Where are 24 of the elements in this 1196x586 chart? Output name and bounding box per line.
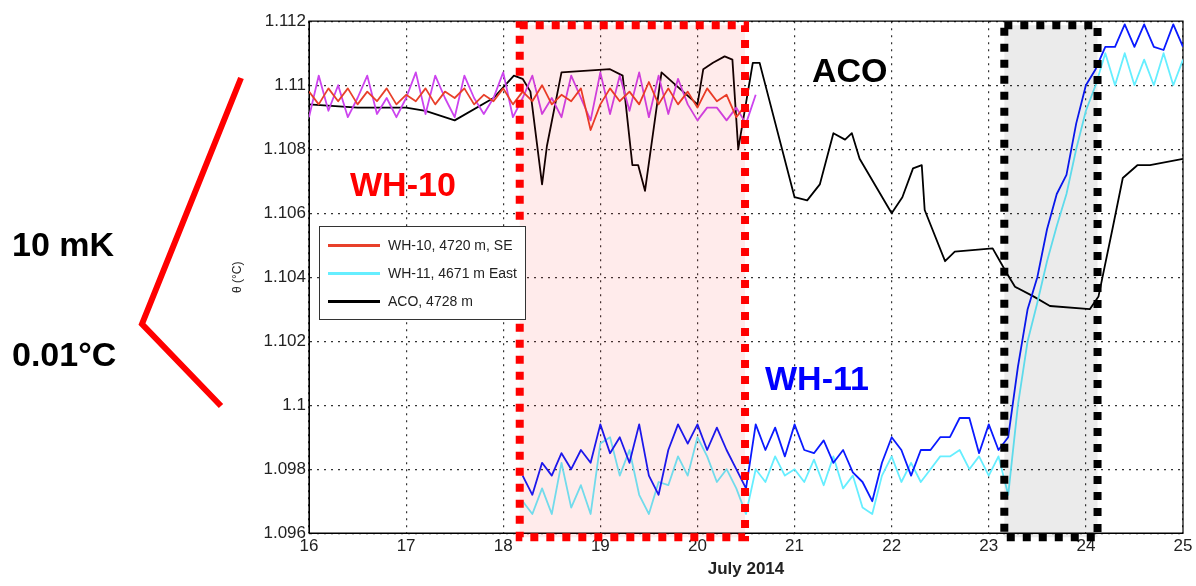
x-tick-label: 22 <box>882 536 902 556</box>
text: 10 mK <box>12 225 115 264</box>
annotation: ACO <box>812 51 888 90</box>
annotation: WH-10 <box>350 165 456 204</box>
y-tick-label: 1.11 <box>274 74 306 94</box>
y-tick-label: 1.106 <box>263 202 306 222</box>
x-tick-label: 25 <box>1173 536 1193 556</box>
x-tick-label: 17 <box>396 536 416 556</box>
x-tick-label: 23 <box>979 536 999 556</box>
y-tick-label: 1.112 <box>264 10 306 30</box>
legend-label: WH-11, 4671 m East <box>388 265 517 281</box>
y-tick-label: 1.1 <box>282 394 306 414</box>
y-tick-label: 1.108 <box>263 138 306 158</box>
x-tick-label: 21 <box>785 536 805 556</box>
legend-label: ACO, 4728 m <box>388 293 473 309</box>
y-axis-title: θ (°C) <box>229 261 244 293</box>
y-tick-label: 1.102 <box>263 330 306 350</box>
annotation: WH-11 <box>765 359 869 398</box>
x-tick-label: 18 <box>493 536 513 556</box>
text: 0.01°C <box>12 335 117 374</box>
y-tick-label: 1.104 <box>263 266 306 286</box>
x-axis-title: July 2014 <box>707 559 785 579</box>
y-tick-label: 1.098 <box>263 458 306 478</box>
legend-label: WH-10, 4720 m, SE <box>388 237 513 253</box>
